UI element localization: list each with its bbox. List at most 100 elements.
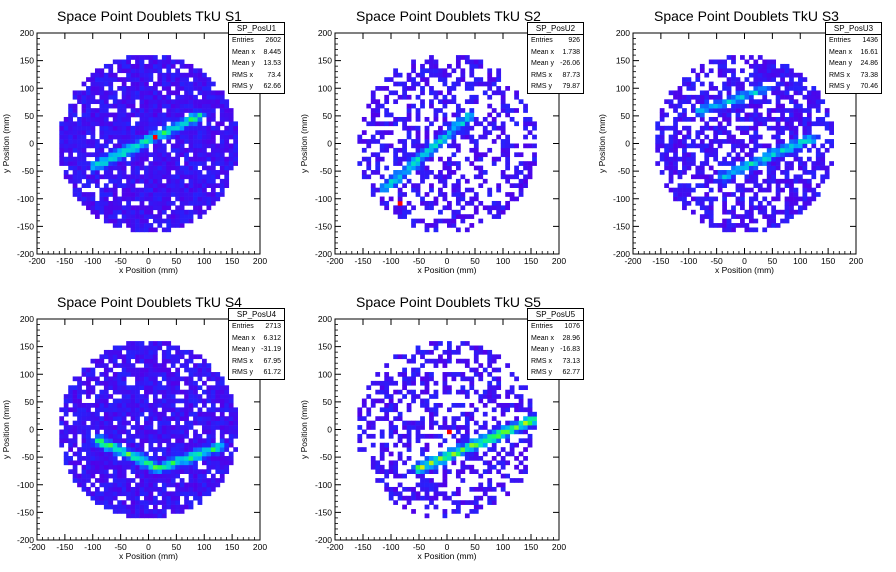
heatmap-bin [460, 372, 466, 377]
heatmap-bin [420, 451, 425, 457]
heatmap-bin [135, 152, 140, 158]
heatmap-bin [77, 478, 82, 483]
x-tick-label: 0 [146, 256, 151, 266]
heatmap-bin [157, 402, 163, 408]
heatmap-bin [473, 59, 479, 65]
heatmap-bin [135, 72, 140, 78]
heatmap-bin [726, 108, 732, 113]
heatmap-bin [469, 112, 475, 118]
heatmap-bin [393, 469, 399, 474]
heatmap-bin [744, 112, 750, 118]
heatmap-bin [496, 214, 502, 219]
heatmap-bin [415, 218, 421, 224]
heatmap-bin [157, 223, 163, 228]
heatmap-bin [438, 99, 443, 105]
heatmap-bin [197, 363, 203, 368]
heatmap-bin [81, 429, 87, 435]
heatmap-bin [59, 156, 65, 162]
heatmap-bin [447, 174, 452, 180]
heatmap-bin [406, 486, 412, 492]
heatmap-bin [411, 380, 416, 386]
heatmap-bin [771, 156, 777, 162]
heatmap-bin [219, 165, 225, 171]
heatmap-bin [780, 125, 785, 131]
heatmap-bin [780, 77, 785, 82]
y-tick-label: 100 [616, 83, 630, 93]
heatmap-bin [157, 139, 163, 144]
heatmap-bin [460, 469, 466, 474]
heatmap-bin [375, 108, 381, 113]
heatmap-bin [175, 420, 181, 426]
heatmap-bin [219, 433, 225, 439]
heatmap-bin [112, 376, 118, 382]
heatmap-bin [193, 429, 198, 435]
heatmap-bin [139, 223, 145, 228]
heatmap-bin [130, 130, 136, 135]
heatmap-bin [740, 103, 745, 109]
heatmap-bin [451, 376, 457, 382]
heatmap-bin [815, 103, 821, 109]
heatmap-bin [94, 438, 100, 444]
heatmap-bin [188, 165, 194, 171]
heatmap-bin [659, 139, 665, 144]
heatmap-bin [77, 482, 82, 488]
heatmap-bin [682, 147, 687, 153]
heatmap-bin [148, 411, 154, 417]
heatmap-bin [157, 108, 163, 113]
heatmap-bin [77, 394, 82, 399]
heatmap-bin [722, 99, 727, 105]
heatmap-bin [469, 72, 475, 78]
heatmap-bin [152, 59, 158, 65]
y-tick-label: -50 [22, 166, 35, 176]
heatmap-bin [121, 460, 127, 466]
heatmap-bin [514, 456, 519, 461]
heatmap-bin [509, 174, 515, 180]
heatmap-bin [505, 143, 511, 149]
heatmap-bin [482, 442, 488, 448]
heatmap-bin [117, 112, 123, 118]
heatmap-bin [103, 416, 109, 421]
heatmap-bin [690, 103, 696, 109]
heatmap-bin [170, 218, 176, 224]
heatmap-bin [748, 200, 754, 206]
heatmap-bin [193, 174, 198, 180]
heatmap-bin [668, 165, 674, 171]
heatmap-bin [659, 125, 665, 131]
heatmap-bin [433, 218, 439, 224]
heatmap-bin [99, 500, 105, 505]
heatmap-bin [224, 103, 230, 109]
heatmap-bin [206, 94, 212, 100]
heatmap-bin [170, 473, 176, 479]
heatmap-bin [130, 469, 136, 474]
heatmap-bin [188, 491, 194, 497]
heatmap-bin [99, 398, 105, 404]
stats-row: Mean y -26.06 [531, 60, 580, 67]
heatmap-bin [219, 385, 225, 391]
heatmap-bin [424, 504, 430, 510]
heatmap-bin [148, 165, 154, 171]
heatmap-bin [81, 482, 87, 488]
heatmap-bin [117, 174, 123, 180]
heatmap-bin [411, 425, 416, 430]
heatmap-bin [139, 99, 145, 105]
heatmap-bin [509, 143, 515, 149]
heatmap-bin [112, 442, 118, 448]
heatmap-bin [411, 495, 416, 501]
heatmap-bin [406, 178, 412, 184]
heatmap-bin [433, 358, 439, 364]
heatmap-bin [152, 367, 158, 373]
heatmap-bin [179, 411, 185, 417]
heatmap-bin [487, 68, 493, 74]
heatmap-bin [166, 447, 172, 452]
heatmap-bin [420, 103, 425, 109]
heatmap-bin [152, 469, 158, 474]
heatmap-bin [757, 77, 763, 82]
heatmap-bin [175, 156, 181, 162]
heatmap-bin [68, 460, 73, 466]
heatmap-bin [487, 358, 493, 364]
heatmap-bin [188, 451, 194, 457]
heatmap-bin [708, 214, 714, 219]
heatmap-bin [370, 420, 376, 426]
heatmap-bin [766, 214, 772, 219]
heatmap-bin [397, 187, 403, 193]
